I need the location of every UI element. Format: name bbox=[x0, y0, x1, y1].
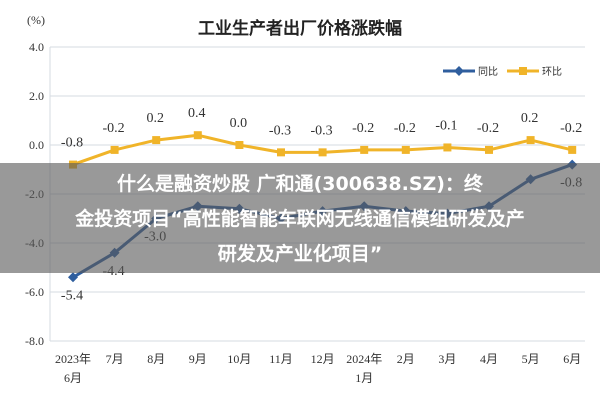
series-1-label-4: 0.0 bbox=[230, 116, 248, 131]
x-tick-0: 2023年 6月 bbox=[55, 352, 91, 385]
x-tick-4-line-0: 10月 bbox=[227, 352, 251, 366]
series-0-label-0: -5.4 bbox=[61, 288, 83, 303]
x-tick-9: 3月 bbox=[438, 352, 456, 366]
series-1-point-8 bbox=[401, 145, 410, 154]
x-tick-labels: 2023年 6月 7月 8月 9月 10月 11月 12月 2024年 1月 2月 3月 4月 5月 6月 bbox=[55, 352, 581, 385]
legend-mom-marker bbox=[519, 67, 527, 75]
news-headline-overlay[interactable]: 什么是融资炒股 广和通(300638.SZ)：终 金投资项目“高性能智能车联网无… bbox=[0, 163, 600, 273]
x-tick-11-line-0: 5月 bbox=[522, 352, 540, 366]
headline-line-2: 金投资项目“高性能智能车联网无线通信模组研发及产 bbox=[75, 208, 525, 230]
x-tick-8-line-0: 2月 bbox=[397, 352, 415, 366]
series-1-label-2: 0.2 bbox=[146, 111, 164, 126]
legend-yoy-label: 同比 bbox=[478, 66, 498, 78]
series-1-point-3 bbox=[193, 131, 202, 140]
legend-yoy-marker bbox=[454, 66, 464, 76]
y-tick-1: 2.0 bbox=[29, 89, 44, 103]
series-1-point-1 bbox=[110, 145, 119, 154]
x-tick-6: 12月 bbox=[311, 352, 335, 366]
x-tick-4: 10月 bbox=[227, 352, 251, 366]
x-tick-7: 2024年 1月 bbox=[346, 352, 382, 385]
legend-mom-label: 环比 bbox=[542, 66, 562, 78]
series-1-point-10 bbox=[485, 145, 493, 154]
series-1-point-5 bbox=[277, 148, 285, 157]
x-tick-7-line-0: 2024年 bbox=[346, 352, 382, 366]
y-tick-2: 0.0 bbox=[29, 138, 44, 152]
x-tick-3-line-0: 9月 bbox=[189, 352, 207, 366]
x-tick-12-line-0: 6月 bbox=[563, 352, 581, 366]
y-tick-0: 4.0 bbox=[29, 40, 44, 54]
headline-line-3: 研发及产业化项目” bbox=[217, 243, 383, 265]
x-tick-12: 6月 bbox=[563, 352, 581, 366]
series-1-label-7: -0.2 bbox=[352, 121, 374, 136]
x-tick-6-line-0: 12月 bbox=[311, 352, 335, 366]
x-tick-0-line-1: 6月 bbox=[64, 371, 82, 385]
series-1-point-9 bbox=[443, 143, 452, 152]
x-tick-5-line-0: 11月 bbox=[269, 352, 293, 366]
series-1-label-11: 0.2 bbox=[521, 111, 539, 126]
series-1-point-12 bbox=[568, 145, 577, 154]
y-unit-label: (%) bbox=[27, 13, 45, 27]
series-1-label-5: -0.3 bbox=[269, 123, 291, 138]
x-tick-1-line-0: 7月 bbox=[106, 352, 124, 366]
series-1-point-2 bbox=[152, 136, 161, 145]
series-1-point-11 bbox=[526, 136, 535, 145]
legend: 同比 环比 bbox=[443, 66, 562, 78]
x-tick-10: 4月 bbox=[480, 352, 498, 366]
series-1-label-12: -0.2 bbox=[560, 121, 582, 136]
x-tick-2-line-0: 8月 bbox=[147, 352, 165, 366]
x-tick-3: 9月 bbox=[189, 352, 207, 366]
x-tick-9-line-0: 3月 bbox=[438, 352, 456, 366]
series-1-label-8: -0.2 bbox=[394, 121, 416, 136]
series-1-point-4 bbox=[235, 141, 244, 149]
x-tick-8: 2月 bbox=[397, 352, 415, 366]
series-1-point-6 bbox=[318, 148, 327, 157]
series-1-label-10: -0.2 bbox=[477, 121, 499, 136]
series-1-label-9: -0.1 bbox=[435, 118, 457, 133]
x-tick-10-line-0: 4月 bbox=[480, 352, 498, 366]
series-1-point-7 bbox=[360, 145, 369, 154]
y-tick-6: -8.0 bbox=[25, 334, 44, 348]
y-tick-5: -6.0 bbox=[25, 285, 44, 299]
x-tick-7-line-1: 1月 bbox=[355, 371, 373, 385]
headline-line-1: 什么是融资炒股 广和通(300638.SZ)：终 bbox=[117, 173, 483, 195]
series-1-label-1: -0.2 bbox=[103, 121, 125, 136]
series-1-label-6: -0.3 bbox=[311, 123, 333, 138]
series-1-label-0: -0.8 bbox=[61, 136, 83, 151]
x-tick-5: 11月 bbox=[269, 352, 293, 366]
x-tick-1: 7月 bbox=[106, 352, 124, 366]
x-tick-2: 8月 bbox=[147, 352, 165, 366]
series-1-label-3: 0.4 bbox=[188, 106, 206, 121]
x-tick-11: 5月 bbox=[522, 352, 540, 366]
chart-title: 工业生产者出厂价格涨跌幅 bbox=[198, 18, 402, 39]
series-0-point-0 bbox=[68, 272, 78, 283]
x-tick-0-line-0: 2023年 bbox=[55, 352, 91, 366]
